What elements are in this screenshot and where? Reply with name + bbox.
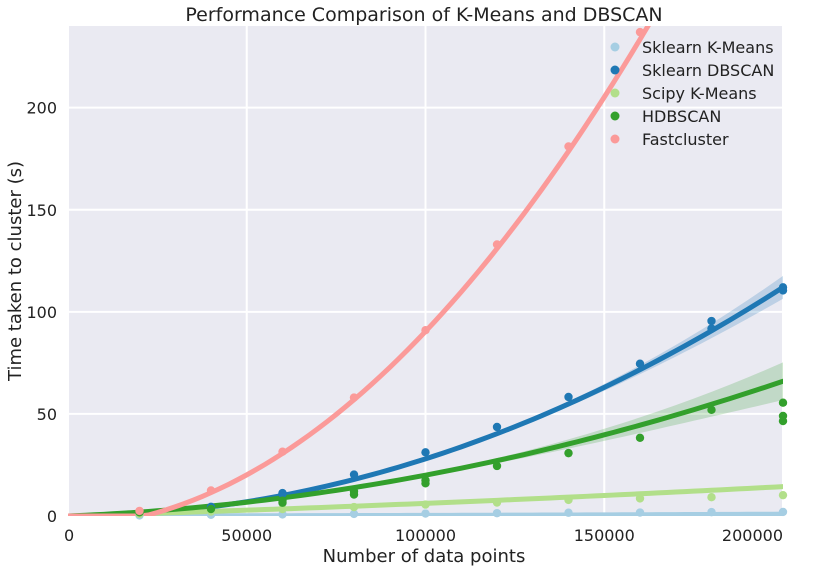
chart-title: Performance Comparison of K-Means and DB…: [185, 4, 662, 26]
x-tick-label: 0: [64, 526, 74, 545]
point-fastcluster: [564, 142, 573, 151]
y-tick-label: 150: [26, 201, 57, 220]
x-tick-label: 200000: [722, 526, 783, 545]
point-hdbscan: [206, 504, 216, 514]
x-tick-label: 50000: [221, 526, 272, 545]
legend-marker-sklearn-k-means: [610, 42, 620, 52]
legend-label-sklearn-dbscan: Sklearn DBSCAN: [642, 61, 774, 80]
point-sklearn-k-means: [349, 509, 359, 519]
y-tick-label: 50: [37, 405, 57, 424]
point-fastcluster: [492, 240, 502, 249]
point-sklearn-dbscan: [707, 316, 716, 326]
y-tick-label: 0: [47, 507, 57, 526]
point-fastcluster: [349, 393, 359, 402]
legend-label-scipy-k-means: Scipy K-Means: [642, 84, 757, 103]
point-fastcluster: [421, 326, 430, 335]
point-scipy-k-means: [778, 490, 788, 500]
x-tick-label: 150000: [574, 526, 635, 545]
point-sklearn-dbscan: [278, 488, 287, 498]
point-hdbscan: [564, 448, 573, 458]
point-sklearn-dbscan: [778, 283, 788, 292]
point-sklearn-k-means: [707, 507, 716, 517]
data-points: [135, 27, 788, 520]
point-hdbscan: [421, 476, 430, 485]
y-tick-label: 100: [26, 303, 57, 322]
legend: Sklearn K-Means Sklearn DBSCAN Scipy K-Mea…: [610, 38, 774, 149]
y-axis-label: Time taken to cluster (s): [5, 161, 26, 382]
legend-label-sklearn-k-means: Sklearn K-Means: [642, 38, 774, 57]
legend-marker-fastcluster: [610, 134, 620, 144]
legend-label-hdbscan: HDBSCAN: [642, 107, 721, 126]
y-tick-label: 200: [26, 99, 57, 118]
x-tick-label: 100000: [395, 526, 456, 545]
point-hdbscan: [635, 433, 645, 443]
point-fastcluster: [278, 447, 287, 456]
point-sklearn-dbscan: [349, 470, 359, 479]
point-scipy-k-means: [564, 495, 573, 505]
point-sklearn-dbscan: [421, 448, 430, 457]
y-axis-ticks: 0 50 100 150 200: [26, 99, 57, 526]
legend-marker-hdbscan: [610, 111, 620, 121]
legend-label-fastcluster: Fastcluster: [642, 130, 729, 149]
point-scipy-k-means: [349, 502, 359, 512]
point-scipy-k-means: [707, 493, 716, 502]
point-sklearn-k-means: [421, 509, 430, 518]
point-hdbscan: [349, 487, 359, 496]
point-sklearn-k-means: [492, 508, 502, 518]
legend-marker-scipy-k-means: [610, 88, 620, 98]
x-axis-ticks: 0 50000 100000 150000 200000: [64, 526, 783, 545]
point-hdbscan: [278, 496, 287, 505]
point-hdbscan: [492, 461, 502, 471]
point-sklearn-dbscan: [635, 359, 645, 368]
point-hdbscan: [778, 398, 788, 407]
point-scipy-k-means: [635, 494, 645, 503]
point-sklearn-dbscan: [564, 392, 573, 402]
point-fastcluster: [206, 486, 216, 495]
legend-marker-sklearn-dbscan: [610, 65, 620, 75]
point-fastcluster: [135, 506, 144, 516]
point-sklearn-k-means: [778, 507, 788, 517]
point-scipy-k-means: [278, 504, 287, 514]
point-sklearn-k-means: [635, 508, 645, 517]
point-hdbscan: [778, 411, 788, 421]
point-sklearn-k-means: [564, 508, 573, 517]
point-scipy-k-means: [421, 500, 430, 509]
point-sklearn-dbscan: [492, 422, 502, 432]
point-fastcluster: [635, 27, 645, 37]
point-scipy-k-means: [492, 498, 502, 507]
fit-line-hdbscan: [68, 378, 783, 516]
point-hdbscan: [707, 405, 716, 415]
x-axis-label: Number of data points: [323, 546, 526, 567]
point-sklearn-dbscan: [707, 324, 716, 333]
